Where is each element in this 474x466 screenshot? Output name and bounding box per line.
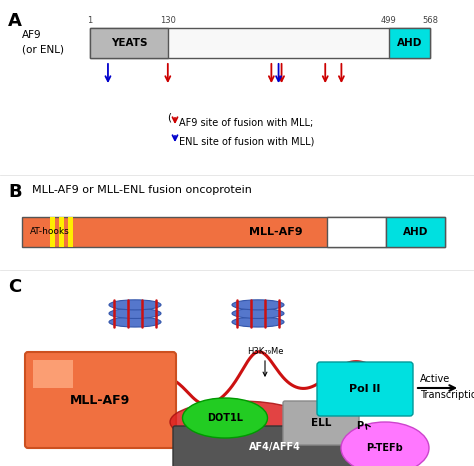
Bar (327, 217, 386, 247)
Text: ELL: ELL (311, 418, 331, 428)
Text: B: B (8, 183, 22, 201)
Text: AHD: AHD (397, 38, 422, 48)
Bar (22, 217, 445, 247)
Bar (90, 28, 168, 58)
FancyBboxPatch shape (317, 362, 413, 416)
Bar (389, 28, 430, 58)
Text: AT-hooks: AT-hooks (30, 227, 70, 237)
Bar (33, 360, 73, 388)
Ellipse shape (232, 308, 284, 318)
Ellipse shape (341, 422, 429, 466)
Text: DOT1L: DOT1L (207, 413, 243, 423)
Text: 130: 130 (160, 16, 176, 25)
Text: (or ENL): (or ENL) (22, 44, 64, 54)
Text: ENL site of fusion with MLL): ENL site of fusion with MLL) (179, 136, 314, 146)
Text: Transcription: Transcription (420, 390, 474, 400)
Text: P: P (356, 421, 364, 431)
Text: AF4/AFF4: AF4/AFF4 (249, 442, 301, 452)
Ellipse shape (232, 300, 284, 310)
Text: C: C (8, 278, 21, 296)
Ellipse shape (109, 308, 161, 318)
FancyBboxPatch shape (25, 352, 176, 448)
Bar (50, 217, 55, 247)
Text: P-TEFb: P-TEFb (366, 443, 403, 453)
Ellipse shape (170, 401, 310, 443)
Text: A: A (8, 12, 22, 30)
Text: AF9: AF9 (22, 30, 42, 40)
Text: 1: 1 (87, 16, 92, 25)
Ellipse shape (109, 317, 161, 327)
Text: MLL-AF9: MLL-AF9 (70, 393, 131, 406)
Bar (59, 217, 64, 247)
Ellipse shape (109, 300, 161, 310)
Text: Pol II: Pol II (349, 384, 381, 394)
Text: Active: Active (420, 374, 450, 384)
Text: MLL-AF9 or MLL-ENL fusion oncoprotein: MLL-AF9 or MLL-ENL fusion oncoprotein (32, 185, 252, 195)
Text: AF9 site of fusion with MLL;: AF9 site of fusion with MLL; (179, 118, 313, 128)
FancyBboxPatch shape (283, 401, 359, 445)
Text: 499: 499 (381, 16, 397, 25)
Text: AHD: AHD (403, 227, 428, 237)
Text: 568: 568 (422, 16, 438, 25)
Text: MLL-AF9: MLL-AF9 (249, 227, 302, 237)
Bar (68, 217, 73, 247)
Text: YEATS: YEATS (110, 38, 147, 48)
Ellipse shape (182, 398, 267, 438)
Bar (386, 217, 445, 247)
Text: (: ( (167, 113, 171, 123)
Ellipse shape (232, 317, 284, 327)
Text: H3K₇₉Me: H3K₇₉Me (247, 347, 283, 356)
Bar (90, 28, 430, 58)
FancyBboxPatch shape (173, 426, 377, 466)
